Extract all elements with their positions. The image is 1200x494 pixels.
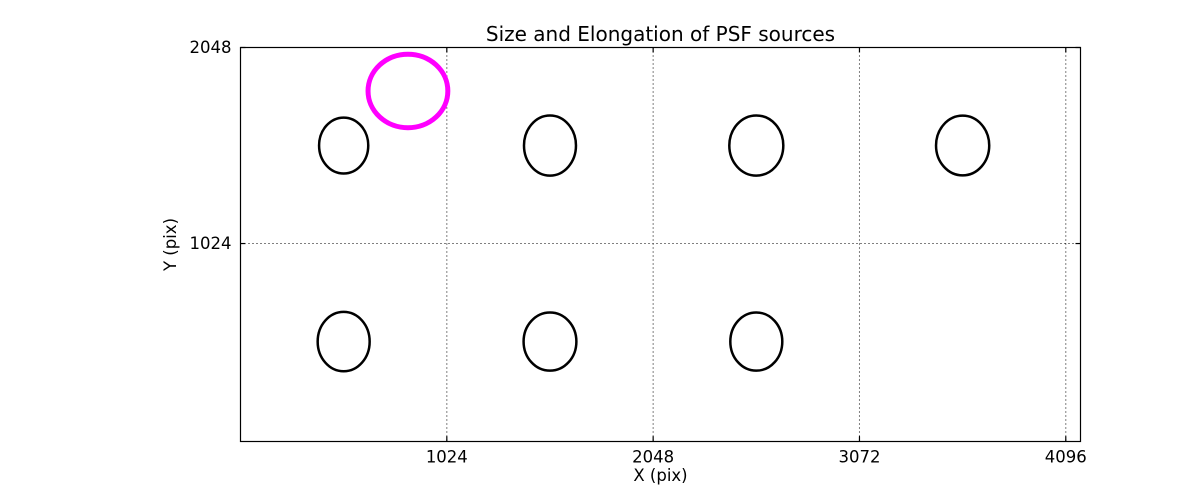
x-axis-label: X (pix) <box>633 466 687 485</box>
psf-source-ellipse-0 <box>317 116 370 175</box>
y-axis-label: Y (pix) <box>161 218 180 272</box>
psf-source-ellipse-2 <box>728 114 785 177</box>
psf-ellipses-group <box>316 51 991 373</box>
highlighted-psf-ellipse <box>365 51 451 131</box>
x-tick-label-2048: 2048 <box>632 448 674 467</box>
psf-source-ellipse-1 <box>522 114 578 177</box>
tick-labels-group: 1024 2048 3072 4096 1024 2048 <box>190 38 1087 467</box>
psf-source-ellipse-6 <box>729 311 784 372</box>
psf-source-ellipse-4 <box>316 310 371 373</box>
psf-source-ellipse-5 <box>522 311 578 372</box>
plot-area-border <box>239 46 1082 443</box>
psf-source-ellipse-3 <box>934 114 991 177</box>
x-tick-label-4096: 4096 <box>1045 448 1087 467</box>
y-tick-label-2048: 2048 <box>190 38 232 57</box>
x-tick-label-1024: 1024 <box>426 448 468 467</box>
x-tick-label-3072: 3072 <box>838 448 880 467</box>
y-tick-label-1024: 1024 <box>190 234 232 253</box>
chart-title: Size and Elongation of PSF sources <box>486 22 835 46</box>
